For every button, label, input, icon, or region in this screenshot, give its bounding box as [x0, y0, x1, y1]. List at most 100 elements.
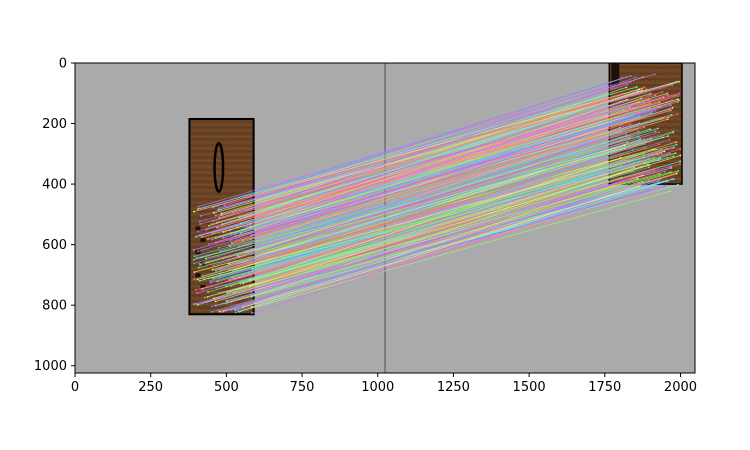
match-point-target — [664, 84, 667, 87]
match-point-source — [210, 238, 213, 241]
match-line — [236, 131, 622, 255]
match-point-source — [218, 268, 221, 270]
x-tick-label: 250 — [138, 380, 163, 395]
match-point-target — [678, 80, 680, 83]
match-point-target — [625, 86, 628, 89]
match-point-target — [620, 176, 623, 179]
match-point-source — [241, 225, 244, 228]
match-point-target — [659, 157, 662, 160]
match-point-target — [645, 88, 648, 91]
match-point-target — [662, 96, 665, 99]
match-point-target — [650, 112, 653, 115]
x-tick-label: 2000 — [664, 380, 697, 395]
match-line — [197, 86, 637, 210]
match-point-target — [670, 113, 673, 116]
match-point-target — [658, 131, 660, 134]
match-point-source — [203, 206, 206, 209]
match-point-target — [649, 92, 652, 95]
match-point-source — [218, 207, 221, 210]
match-point-source — [215, 286, 218, 289]
match-point-target — [650, 138, 653, 140]
match-point-source — [220, 269, 222, 272]
match-point-source — [208, 277, 210, 280]
match-point-source — [238, 259, 241, 262]
x-tick-label: 1000 — [361, 380, 394, 395]
match-point-target — [654, 94, 657, 97]
match-point-target — [658, 101, 661, 104]
match-point-target — [641, 163, 644, 166]
match-point-source — [250, 306, 253, 309]
match-point-source — [217, 209, 220, 211]
match-point-target — [647, 157, 650, 160]
match-point-target — [654, 148, 657, 151]
match-point-source — [194, 303, 197, 305]
match-point-source — [234, 311, 237, 314]
right-object-mark — [611, 63, 620, 85]
match-point-source — [218, 217, 221, 219]
match-point-source — [207, 243, 210, 245]
match-point-target — [667, 94, 670, 96]
match-point-target — [631, 100, 634, 103]
match-line — [227, 136, 631, 261]
match-point-source — [237, 309, 239, 312]
match-point-source — [244, 226, 247, 228]
x-tick-label: 0 — [71, 380, 79, 395]
match-point-target — [672, 155, 675, 158]
match-point-source — [214, 300, 217, 303]
match-line — [225, 165, 622, 287]
match-point-source — [219, 249, 222, 252]
match-point-target — [648, 166, 650, 169]
match-point-source — [223, 204, 226, 207]
match-point-source — [212, 264, 215, 267]
match-line — [208, 157, 654, 279]
match-line — [212, 76, 644, 208]
x-tick-label: 1250 — [437, 380, 470, 395]
match-point-source — [222, 236, 225, 239]
match-point-source — [211, 268, 214, 271]
match-point-target — [656, 167, 659, 169]
match-line — [226, 178, 674, 302]
match-point-source — [231, 276, 233, 279]
match-point-source — [234, 308, 236, 311]
match-point-target — [679, 163, 681, 165]
left-object-glyph — [213, 141, 225, 193]
match-line — [242, 95, 678, 227]
match-point-target — [672, 178, 675, 180]
match-line — [222, 91, 639, 225]
match-point-source — [228, 268, 231, 271]
match-point-source — [249, 258, 251, 261]
match-point-source — [227, 308, 229, 311]
match-point-source — [212, 212, 215, 214]
match-line — [247, 128, 651, 253]
x-tick-label: 1750 — [588, 380, 621, 395]
match-point-source — [229, 239, 232, 241]
match-point-target — [675, 172, 678, 174]
match-point-source — [238, 290, 240, 293]
match-point-target — [638, 88, 641, 91]
match-line — [249, 157, 621, 281]
match-line — [204, 75, 631, 208]
match-point-source — [232, 291, 235, 294]
match-point-source — [197, 205, 200, 208]
match-point-source — [234, 266, 237, 269]
match-point-source — [196, 278, 199, 281]
match-point-source — [204, 257, 207, 260]
match-point-target — [639, 138, 642, 141]
match-point-target — [669, 171, 672, 174]
match-point-target — [643, 126, 646, 129]
match-line — [251, 165, 671, 293]
match-point-target — [626, 83, 629, 86]
match-point-target — [669, 109, 671, 112]
match-point-source — [199, 214, 202, 217]
match-point-target — [666, 147, 668, 150]
match-point-source — [214, 241, 217, 244]
match-point-target — [629, 135, 632, 138]
match-point-target — [644, 147, 647, 150]
match-line — [198, 73, 655, 207]
match-point-source — [192, 258, 195, 261]
y-tick-label: 800 — [42, 299, 67, 314]
match-point-target — [677, 183, 680, 186]
match-point-source — [192, 248, 195, 251]
match-point-target — [636, 178, 639, 180]
y-tick-label: 1000 — [34, 359, 67, 374]
